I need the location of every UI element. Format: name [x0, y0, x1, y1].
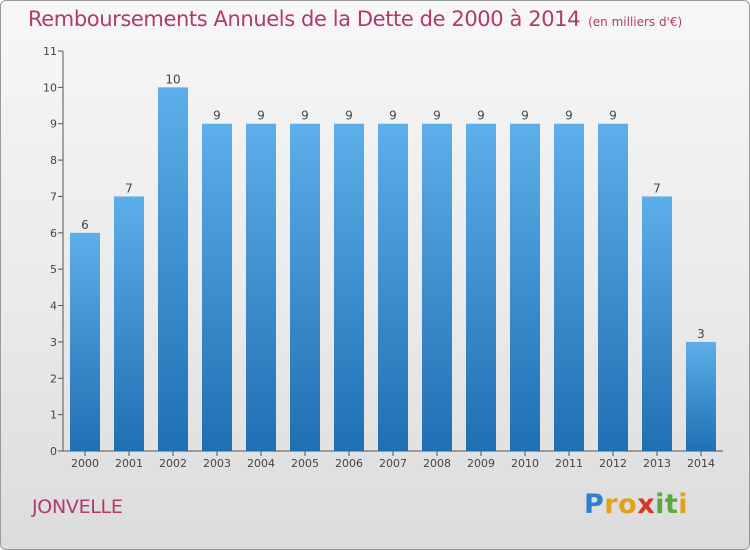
x-tick-label-2013: 2013 — [643, 457, 671, 470]
y-tick-label: 6 — [50, 227, 57, 240]
x-tick-label-2006: 2006 — [335, 457, 363, 470]
y-tick-label: 4 — [50, 300, 57, 313]
brand-letter: o — [618, 489, 638, 520]
data-label-2008: 9 — [433, 109, 441, 123]
brand-letter: x — [637, 489, 656, 520]
x-tick-label-2009: 2009 — [467, 457, 495, 470]
bar-2002 — [158, 87, 188, 451]
y-tick-label: 10 — [43, 81, 57, 94]
data-label-2014: 3 — [697, 327, 705, 341]
y-tick-label: 1 — [50, 409, 57, 422]
data-label-2010: 9 — [521, 109, 529, 123]
data-label-2011: 9 — [565, 109, 573, 123]
bar-2008 — [422, 123, 452, 452]
data-label-2002: 10 — [165, 72, 180, 86]
brand-letter: r — [604, 489, 619, 520]
x-tick-label-2001: 2001 — [115, 457, 143, 470]
y-tick-label: 9 — [50, 118, 57, 131]
x-tick-label-2000: 2000 — [71, 457, 99, 470]
data-label-2001: 7 — [125, 181, 133, 195]
bar-2009 — [466, 123, 496, 452]
x-tick-label-2005: 2005 — [291, 457, 319, 470]
x-tick-label-2011: 2011 — [555, 457, 583, 470]
brand-letter: P — [584, 489, 605, 520]
x-tick-label-2003: 2003 — [203, 457, 231, 470]
data-label-2013: 7 — [653, 181, 661, 195]
data-label-2012: 9 — [609, 109, 617, 123]
brand-letter: i — [655, 489, 665, 520]
data-label-2004: 9 — [257, 109, 265, 123]
bar-2013 — [642, 196, 672, 451]
bar-2010 — [510, 123, 540, 452]
bar-2004 — [246, 123, 276, 452]
bar-2000 — [70, 232, 100, 451]
x-tick-label-2008: 2008 — [423, 457, 451, 470]
brand-letter: i — [678, 489, 689, 520]
y-tick-label: 7 — [50, 190, 57, 203]
bar-2014 — [686, 341, 716, 451]
data-label-2006: 9 — [345, 109, 353, 123]
x-tick-label-2002: 2002 — [159, 457, 187, 470]
x-tick-label-2004: 2004 — [247, 457, 275, 470]
x-tick-label-2014: 2014 — [687, 457, 715, 470]
bar-2007 — [378, 123, 408, 452]
bar-2011 — [554, 123, 584, 452]
chart-title: Remboursements Annuels de la Dette de 20… — [28, 7, 682, 31]
y-tick-label: 5 — [50, 263, 57, 276]
y-tick-label: 3 — [50, 336, 57, 349]
proxiti-logo[interactable]: Proxiti — [584, 489, 688, 520]
y-tick-label: 11 — [43, 45, 57, 58]
data-label-2005: 9 — [301, 109, 309, 123]
bar-2006 — [334, 123, 364, 452]
bar-2012 — [598, 123, 628, 452]
x-tick-label-2010: 2010 — [511, 457, 539, 470]
data-label-2007: 9 — [389, 109, 397, 123]
bar-2001 — [114, 196, 144, 451]
chart-subtitle: (en milliers d'€) — [588, 15, 683, 29]
chart-title-text: Remboursements Annuels de la Dette de 20… — [28, 7, 581, 31]
data-label-2003: 9 — [213, 109, 221, 123]
data-label-2000: 6 — [81, 218, 89, 232]
brand-letter: t — [664, 489, 679, 520]
data-label-2009: 9 — [477, 109, 485, 123]
y-tick-label: 2 — [50, 372, 57, 385]
bar-2005 — [290, 123, 320, 452]
x-tick-label-2007: 2007 — [379, 457, 407, 470]
bar-2003 — [202, 123, 232, 452]
city-name: JONVELLE — [32, 496, 123, 518]
x-tick-label-2012: 2012 — [599, 457, 627, 470]
y-tick-label: 0 — [50, 445, 57, 458]
y-tick-label: 8 — [50, 154, 57, 167]
